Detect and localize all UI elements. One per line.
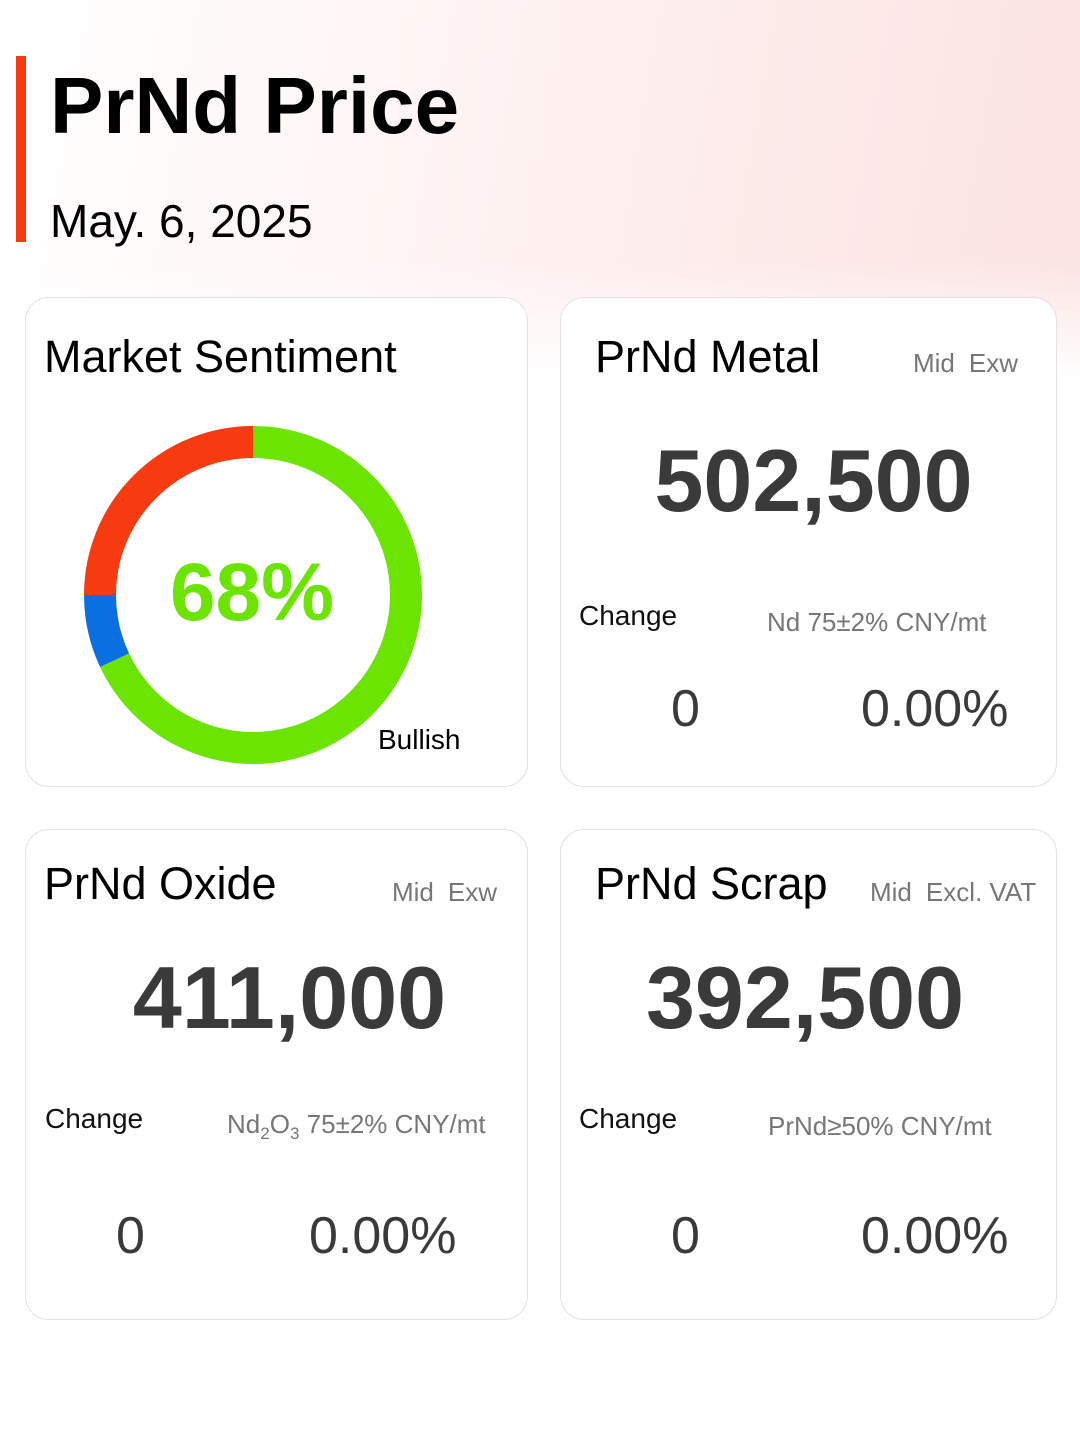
metal-title: PrNd Metal xyxy=(595,331,821,382)
sentiment-legend-label: Bullish xyxy=(378,724,461,755)
donut-segment-3 xyxy=(84,426,254,596)
oxide-meta-basis: Mid xyxy=(392,877,434,907)
oxide-change-label: Change xyxy=(45,1103,144,1134)
scrap-change-label: Change xyxy=(579,1103,678,1134)
metal-change-abs: 0 xyxy=(671,680,700,738)
metal-change-pct: 0.00% xyxy=(861,680,1009,738)
page-title: PrNd Price xyxy=(50,61,460,150)
oxide-change-abs: 0 xyxy=(116,1207,145,1265)
metal-price: 502,500 xyxy=(654,431,973,530)
metal-meta: Mid Exw xyxy=(913,348,1018,378)
scrap-meta: Mid Excl. VAT xyxy=(870,877,1036,907)
scrap-spec: PrNd≥50% CNY/mt xyxy=(768,1111,992,1141)
scrap-change-abs: 0 xyxy=(671,1207,700,1265)
metal-meta-basis: Mid xyxy=(913,348,955,378)
scrap-card: PrNd Scrap Mid Excl. VAT 392,500 Change P… xyxy=(560,829,1057,1320)
donut-segment-2 xyxy=(84,594,130,667)
metal-meta-term: Exw xyxy=(968,348,1019,378)
oxide-spec: Nd2O3 75±2% CNY/mt xyxy=(227,1109,486,1143)
scrap-title: PrNd Scrap xyxy=(595,858,828,909)
page-date: May. 6, 2025 xyxy=(50,195,313,247)
sentiment-donut xyxy=(84,426,422,764)
oxide-price: 411,000 xyxy=(132,948,447,1047)
scrap-meta-basis: Mid xyxy=(870,877,912,907)
scrap-price: 392,500 xyxy=(645,948,965,1047)
oxide-meta: Mid Exw xyxy=(392,877,497,907)
scrap-change-pct: 0.00% xyxy=(861,1207,1009,1265)
oxide-title: PrNd Oxide xyxy=(44,858,277,909)
donut-segment-1 xyxy=(100,426,422,764)
header-accent-bar xyxy=(16,56,26,242)
oxide-change-pct: 0.00% xyxy=(309,1207,457,1265)
oxide-meta-term: Exw xyxy=(447,877,498,907)
oxide-card: PrNd Oxide Mid Exw 411,000 Change Nd2O3 7… xyxy=(25,829,528,1320)
metal-spec: Nd 75±2% CNY/mt xyxy=(767,607,987,637)
metal-card: PrNd Metal Mid Exw 502,500 Change Nd 75±2… xyxy=(560,297,1057,787)
sentiment-title: Market Sentiment xyxy=(44,331,397,382)
scrap-meta-term: Excl. VAT xyxy=(925,877,1037,907)
sentiment-card: Market Sentiment 68% Bullish xyxy=(25,297,528,787)
sentiment-percent: 68% xyxy=(169,547,335,638)
metal-change-label: Change xyxy=(579,600,678,631)
